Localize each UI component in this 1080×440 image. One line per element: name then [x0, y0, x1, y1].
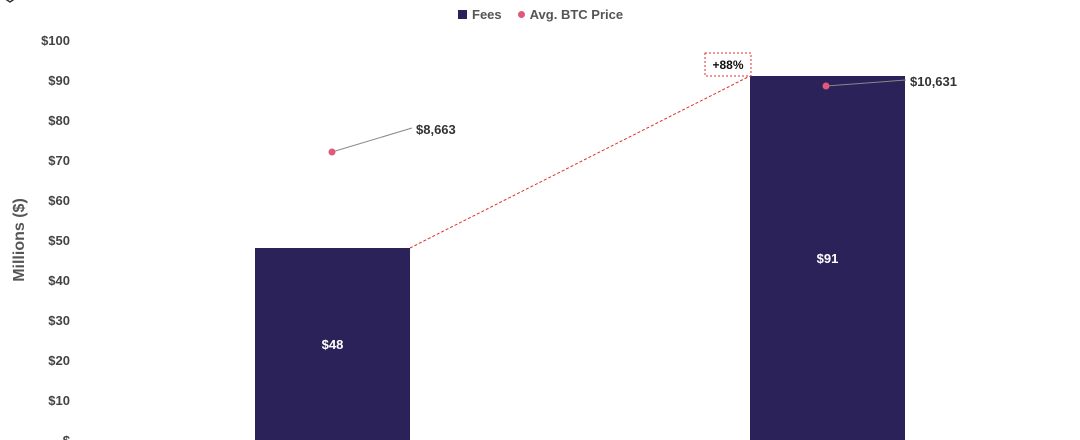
legend-price-label: Avg. BTC Price — [529, 7, 624, 22]
y-tick-label: $30 — [48, 313, 70, 328]
legend-item-price: Avg. BTC Price — [517, 7, 624, 22]
fees-bar-label: $91 — [817, 251, 839, 266]
fees-bar — [750, 76, 905, 440]
y-tick-label: $ — [63, 433, 71, 440]
bars: $48 $91 — [255, 76, 905, 440]
fees-bar — [255, 248, 410, 440]
legend: Fees Avg. BTC Price — [458, 7, 623, 22]
fees-bar-label: $48 — [322, 337, 344, 352]
y-tick-label: $50 — [48, 233, 70, 248]
legend-item-fees: Fees — [458, 7, 502, 22]
y-axis: $ $10 $20 $30 $40 $50 $60 $70 $80 $90 $100 — [41, 33, 71, 440]
y-tick-label: $40 — [48, 273, 70, 288]
price-label: $8,663 — [416, 122, 456, 137]
fees-swatch-icon — [458, 10, 467, 19]
price-point — [328, 148, 336, 156]
y-tick-label: $60 — [48, 193, 70, 208]
price-leader-line — [825, 79, 907, 87]
growth-connector-line — [409, 75, 751, 249]
y-tick-label: $20 — [48, 353, 70, 368]
legend-fees-label: Fees — [472, 7, 502, 22]
price-label: $10,631 — [910, 74, 957, 89]
y-tick-label: $80 — [48, 113, 70, 128]
y-tick-label: $10 — [48, 393, 70, 408]
y-tick-label: $100 — [41, 33, 70, 48]
annotations: +88% $8,663 $10,631 — [328, 52, 957, 249]
price-point — [822, 82, 830, 90]
y-tick-label: $90 — [48, 73, 70, 88]
y-axis-label: Millions ($) — [11, 198, 28, 282]
price-leader-line — [331, 127, 413, 153]
change-label: +88% — [712, 58, 743, 72]
change-label-box — [704, 52, 752, 77]
y-tick-label: $70 — [48, 153, 70, 168]
price-swatch-icon — [517, 11, 525, 18]
